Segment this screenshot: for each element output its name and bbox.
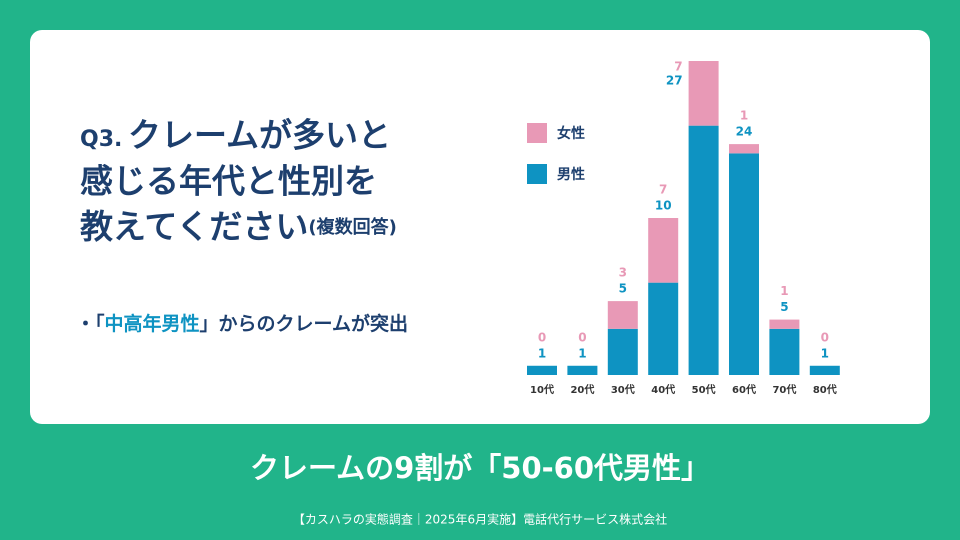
- value-label: 3: [619, 266, 627, 280]
- bar-segment: [688, 61, 719, 126]
- bar-segment: [607, 328, 638, 375]
- x-tick-label: 50代: [692, 383, 716, 396]
- legend-swatch: [527, 164, 547, 184]
- headline: クレームの9割が「50-60代男性」: [250, 451, 710, 485]
- bullet-text: 」からのクレームが突出: [200, 312, 408, 335]
- x-tick-label: 70代: [772, 383, 796, 396]
- bullet-highlight: 中高年男性: [105, 312, 200, 335]
- bar-segment: [769, 328, 800, 375]
- value-label: 0: [821, 330, 829, 344]
- bar-segment: [729, 144, 759, 154]
- bar-segment: [527, 365, 557, 375]
- value-label: 0: [578, 330, 586, 344]
- value-label: 24: [736, 125, 753, 139]
- legend-label: 女性: [557, 125, 585, 142]
- bar-segment: [688, 125, 719, 375]
- value-label: 1: [538, 346, 546, 360]
- title-prefix: Q3.: [80, 127, 122, 152]
- title-note: (複数回答): [308, 216, 396, 238]
- value-label: 27: [666, 74, 683, 88]
- value-label: 7: [674, 60, 682, 74]
- value-label: 10: [655, 199, 672, 213]
- title-line-text: 教えてください: [80, 207, 308, 246]
- footer: 【カスハラの実態調査｜2025年6月実施】電話代行サービス株式会社: [293, 512, 667, 527]
- title-line: クレームが多いと: [128, 116, 391, 155]
- bar-segment: [809, 365, 840, 375]
- title-line: 教えてください(複数回答): [80, 207, 397, 246]
- bar-segment: [648, 218, 679, 283]
- bar-segment: [567, 365, 598, 375]
- x-tick-label: 30代: [611, 383, 635, 396]
- x-tick-label: 40代: [651, 383, 675, 396]
- bar-segment: [769, 319, 800, 329]
- value-label: 1: [740, 109, 748, 123]
- legend-label: 男性: [557, 166, 585, 183]
- value-label: 1: [780, 284, 788, 298]
- x-tick-label: 20代: [570, 383, 594, 396]
- value-label: 1: [821, 346, 829, 360]
- bullet-text: ・「: [76, 312, 105, 335]
- legend-swatch: [527, 123, 547, 143]
- value-label: 5: [780, 300, 788, 314]
- x-tick-label: 60代: [732, 383, 756, 396]
- value-label: 7: [659, 183, 667, 197]
- title-line: 感じる年代と性別を: [80, 162, 377, 201]
- value-label: 1: [578, 346, 586, 360]
- bullet: ・「中高年男性」からのクレームが突出: [76, 312, 408, 335]
- bar-segment: [648, 282, 679, 375]
- value-label: 5: [619, 282, 627, 296]
- x-tick-label: 80代: [813, 383, 837, 396]
- bar-segment: [729, 153, 759, 375]
- value-label: 0: [538, 330, 546, 344]
- bar-segment: [607, 301, 638, 329]
- x-tick-label: 10代: [530, 383, 554, 396]
